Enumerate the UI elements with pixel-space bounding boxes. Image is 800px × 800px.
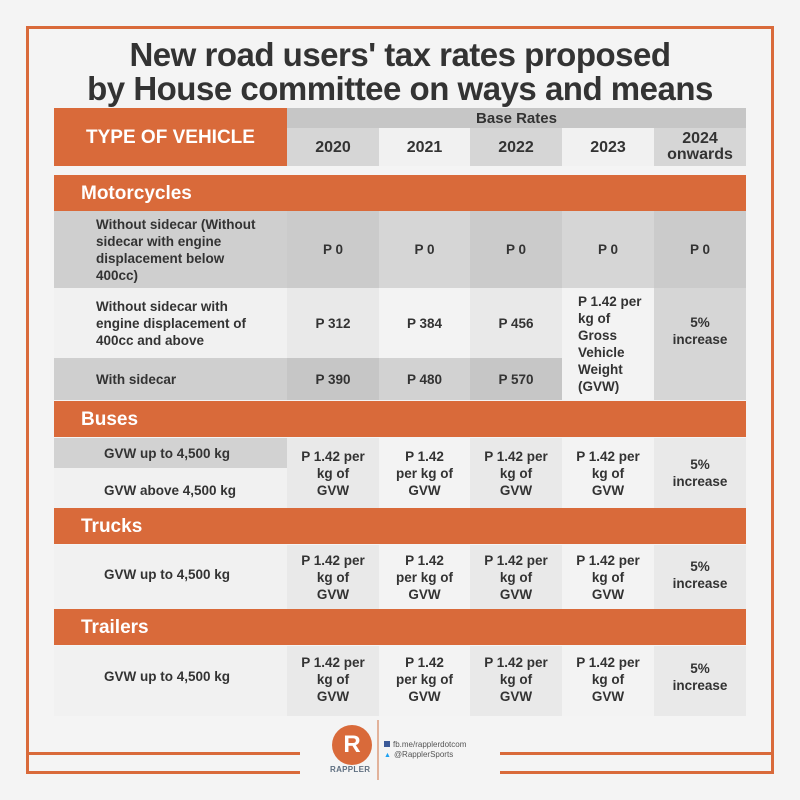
row-label: GVW above 4,500 kg (104, 482, 237, 498)
cell: P 456 (470, 288, 562, 358)
base-rates-header: Base Rates (287, 108, 746, 128)
twitter-icon: ▲ (384, 752, 391, 759)
cell: P 1.42 per kg of GVW (287, 438, 379, 508)
cell: P 1.42 per kg of GVW (470, 646, 562, 716)
category-trailers: Trailers (54, 609, 746, 645)
social-links: fb.me/rapplerdotcom ▲ @RapplerSports (384, 740, 466, 761)
year-header-2022: 2022 (470, 128, 562, 166)
cell: P 1.42 per kg of GVW (470, 438, 562, 508)
cell: P 0 (287, 211, 379, 288)
year-header-2023: 2023 (562, 128, 654, 166)
year-header-2020: 2020 (287, 128, 379, 166)
cell: P 0 (654, 211, 746, 288)
footer-divider-left (26, 752, 311, 755)
category-trucks: Trucks (54, 508, 746, 544)
rappler-logo-icon: R (332, 725, 372, 765)
row-label: Without sidecar (Without sidecar with en… (96, 216, 256, 283)
cell: P 1.42 per kg of GVW (562, 438, 654, 508)
row-label: Without sidecar with engine displacement… (96, 298, 247, 348)
cell: 5% increase (654, 438, 746, 508)
title-line-1: New road users' tax rates proposed (129, 36, 671, 73)
cell: 5% increase (654, 646, 746, 716)
cell: P 1.42 per kg of GVW (379, 438, 470, 508)
title-line-2: by House committee on ways and means (87, 70, 713, 107)
cell: P 0 (470, 211, 562, 288)
category-motorcycles: Motorcycles (54, 175, 746, 211)
cell: P 1.42 per kg of GVW (287, 545, 379, 609)
cell: P 0 (379, 211, 470, 288)
facebook-icon (384, 741, 390, 747)
cell: P 1.42 per kg of GVW (470, 545, 562, 609)
cell: P 1.42 per kg of GVW (287, 646, 379, 716)
cell: P 1.42 per kg of GVW (562, 545, 654, 609)
cell: P 570 (470, 358, 562, 400)
type-of-vehicle-header: TYPE OF VEHICLE (54, 108, 287, 166)
row-label: GVW up to 4,500 kg (104, 668, 231, 684)
footer-vertical-divider (377, 720, 379, 780)
cell: P 1.42 per kg of GVW (379, 646, 470, 716)
cell-2023-gvw-rate: P 1.42 per kg of Gross Vehicle Weight (G… (562, 288, 654, 400)
page-title: New road users' tax rates proposed by Ho… (0, 38, 800, 106)
year-header-2021: 2021 (379, 128, 470, 166)
year-header-2024-onwards: 2024 onwards (654, 128, 746, 166)
cell: P 1.42 per kg of GVW (379, 545, 470, 609)
cell: P 390 (287, 358, 379, 400)
cell: 5% increase (654, 545, 746, 609)
cell-2024-increase: 5% increase (654, 288, 746, 400)
cell: P 480 (379, 358, 470, 400)
row-label: GVW up to 4,500 kg (104, 566, 231, 582)
category-buses: Buses (54, 401, 746, 437)
cell: P 0 (562, 211, 654, 288)
facebook-link[interactable]: fb.me/rapplerdotcom (393, 740, 467, 749)
cell: P 384 (379, 288, 470, 358)
twitter-handle[interactable]: @RapplerSports (393, 750, 454, 759)
row-label: With sidecar (96, 371, 177, 387)
cell: P 312 (287, 288, 379, 358)
brand-name: RAPPLER (330, 765, 371, 774)
row-label: GVW up to 4,500 kg (54, 438, 287, 468)
cell: P 1.42 per kg of GVW (562, 646, 654, 716)
footer-divider-right (494, 752, 774, 755)
